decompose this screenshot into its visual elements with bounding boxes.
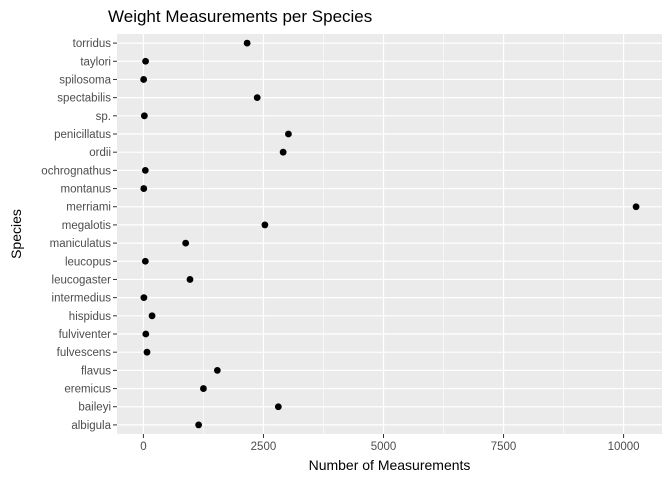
x-tick-label: 7500 [491, 441, 517, 453]
y-tick-label: ordii [89, 147, 111, 159]
y-tick-label: megalotis [62, 220, 111, 232]
x-tick-label: 10000 [608, 441, 640, 453]
data-point-leucogaster [186, 276, 194, 283]
data-point-maniculatus [182, 239, 190, 247]
data-point-fulviventer [142, 330, 150, 338]
data-point-spilosoma [140, 76, 148, 83]
y-tick-label: montanus [60, 184, 111, 196]
data-point-hispidus [148, 312, 156, 320]
data-point-intermedius [140, 294, 148, 302]
y-axis-title: Species [8, 209, 24, 259]
y-tick-label: sp. [96, 111, 111, 123]
y-tick-label: intermedius [52, 293, 112, 305]
y-tick-label: eremicus [64, 384, 111, 396]
grid-minor [203, 34, 564, 434]
y-axis-ticks: albigula baileyi eremicus flavus fulvescens f… [41, 38, 117, 432]
y-tick-label: baileyi [78, 402, 111, 414]
y-tick-label: leucopus [65, 256, 111, 268]
data-point-eremicus [200, 385, 207, 392]
y-tick-label: taylori [80, 56, 111, 68]
x-axis-title: Number of Measurements [309, 457, 471, 473]
data-point-megalotis [261, 221, 269, 229]
data-point-taylori [142, 57, 149, 65]
y-tick-label: merriami [66, 202, 111, 214]
y-tick-label: leucogaster [52, 274, 112, 286]
data-point-ochrognathus [141, 166, 149, 174]
data-point-fulvescens [143, 348, 151, 356]
y-tick-label: fulvescens [57, 347, 112, 359]
data-point-baileyi [274, 403, 282, 411]
data-point-spectabilis [253, 94, 261, 102]
grid-major [117, 34, 662, 434]
y-tick-label: penicillatus [54, 129, 111, 141]
y-tick-label: spilosoma [59, 74, 111, 86]
data-point-ordii [279, 148, 287, 156]
x-axis-ticks: 0 2500 5000 7500 10000 [140, 434, 640, 453]
x-tick-label: 0 [140, 441, 146, 453]
y-tick-label: hispidus [69, 311, 111, 323]
chart-title: Weight Measurements per Species [108, 7, 372, 26]
plot-panel [117, 34, 662, 434]
x-tick-label: 2500 [251, 441, 277, 453]
data-points [140, 39, 640, 429]
y-tick-label: spectabilis [57, 93, 111, 105]
x-tick-label: 5000 [371, 441, 397, 453]
y-tick-label: flavus [81, 365, 111, 377]
y-tick-label: torridus [73, 38, 112, 50]
y-tick-label: ochrognathus [41, 165, 111, 177]
y-tick-label: albigula [71, 420, 111, 432]
data-point-sp. [140, 112, 148, 120]
data-point-merriami [632, 203, 640, 211]
data-point-albigula [195, 421, 203, 429]
data-point-torridus [243, 39, 251, 47]
data-point-leucopus [141, 257, 149, 265]
data-point-penicillatus [285, 130, 292, 138]
y-tick-label: maniculatus [50, 238, 112, 250]
y-tick-label: fulviventer [59, 329, 112, 341]
data-point-flavus [213, 366, 221, 374]
data-point-montanus [140, 185, 148, 192]
